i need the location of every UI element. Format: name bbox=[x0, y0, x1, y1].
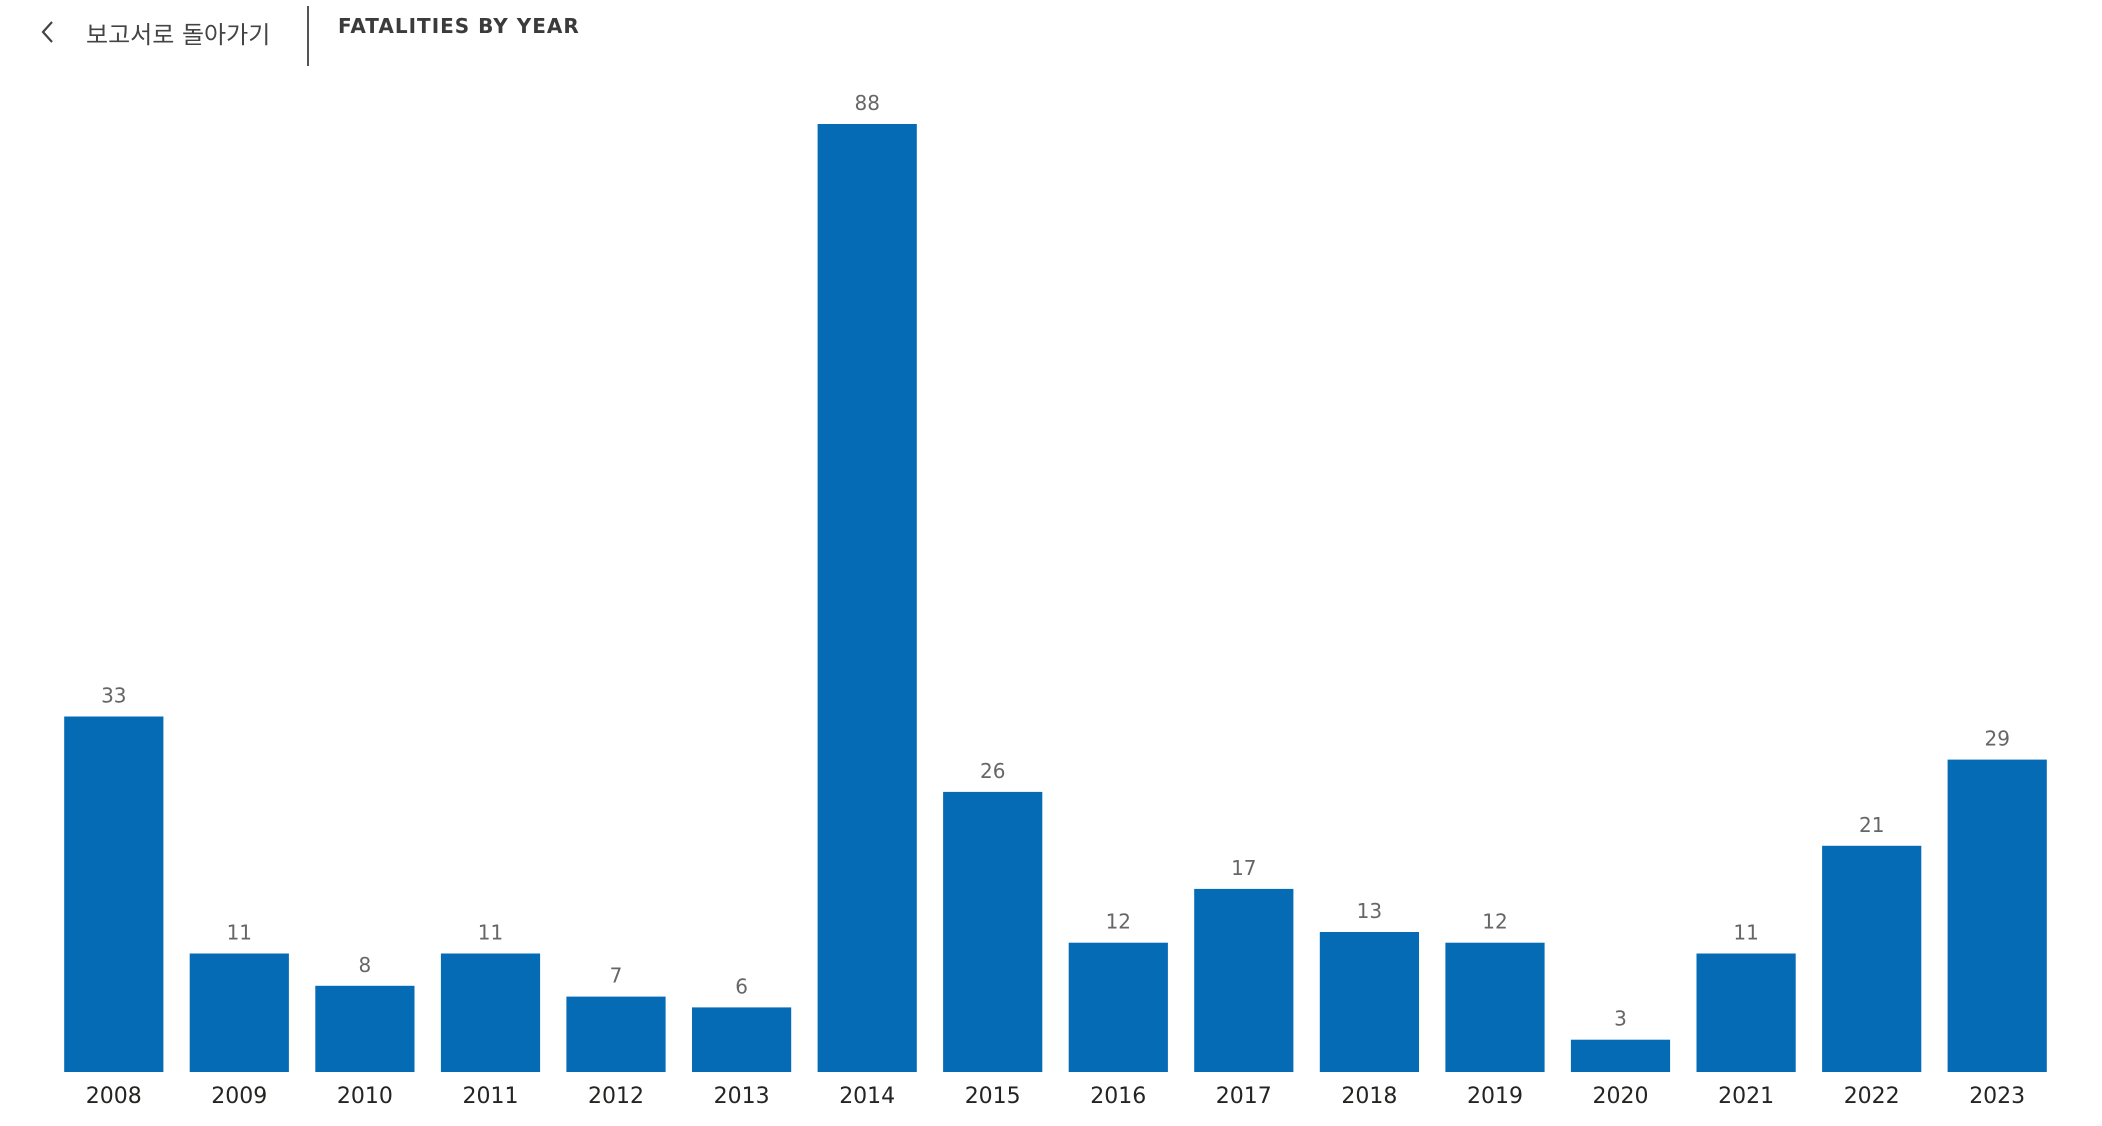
x-tick-label-2023: 2023 bbox=[1969, 1084, 2025, 1109]
bar-2009[interactable] bbox=[189, 953, 289, 1073]
bar-2019[interactable] bbox=[1445, 942, 1545, 1072]
data-label-2008: 33 bbox=[101, 684, 126, 708]
data-label-2023: 29 bbox=[1984, 727, 2009, 751]
x-tick-label-2019: 2019 bbox=[1467, 1084, 1523, 1109]
data-label-2016: 12 bbox=[1106, 910, 1131, 934]
x-tick-label-2015: 2015 bbox=[965, 1084, 1021, 1109]
data-label-2013: 6 bbox=[735, 974, 748, 998]
x-tick-label-2016: 2016 bbox=[1090, 1084, 1146, 1109]
bar-2020[interactable] bbox=[1570, 1039, 1671, 1072]
x-tick-label-2008: 2008 bbox=[86, 1084, 142, 1109]
bar-2017[interactable] bbox=[1194, 888, 1294, 1072]
chart-title: FATALITIES BY YEAR bbox=[338, 14, 580, 38]
x-tick-label-2011: 2011 bbox=[463, 1084, 519, 1109]
x-tick-label-2014: 2014 bbox=[839, 1084, 895, 1109]
data-label-2015: 26 bbox=[980, 759, 1005, 783]
x-tick-label-2018: 2018 bbox=[1341, 1084, 1397, 1109]
x-tick-label-2010: 2010 bbox=[337, 1084, 393, 1109]
data-label-2022: 21 bbox=[1859, 813, 1884, 837]
data-label-2020: 3 bbox=[1614, 1007, 1627, 1031]
bar-2016[interactable] bbox=[1068, 942, 1168, 1072]
bar-2018[interactable] bbox=[1319, 932, 1419, 1072]
bar-2013[interactable] bbox=[692, 1007, 792, 1072]
bar-2010[interactable] bbox=[315, 985, 415, 1072]
x-tick-label-2022: 2022 bbox=[1844, 1084, 1900, 1109]
data-label-2021: 11 bbox=[1733, 921, 1758, 945]
x-tick-label-2017: 2017 bbox=[1216, 1084, 1272, 1109]
x-tick-label-2021: 2021 bbox=[1718, 1084, 1774, 1109]
bar-2014[interactable] bbox=[817, 124, 917, 1072]
bar-2021[interactable] bbox=[1696, 953, 1796, 1073]
x-tick-label-2020: 2020 bbox=[1593, 1084, 1649, 1109]
top-bar: 보고서로 돌아가기 FATALITIES BY YEAR bbox=[0, 0, 2102, 68]
bar-2008[interactable] bbox=[64, 716, 164, 1073]
x-tick-label-2009: 2009 bbox=[211, 1084, 267, 1109]
bar-2022[interactable] bbox=[1822, 845, 1922, 1072]
bar-2015[interactable] bbox=[943, 791, 1043, 1072]
back-button-label: 보고서로 돌아가기 bbox=[86, 20, 271, 49]
data-label-2011: 11 bbox=[478, 921, 503, 945]
x-tick-label-2013: 2013 bbox=[714, 1084, 770, 1109]
x-tick-label-2012: 2012 bbox=[588, 1084, 644, 1109]
bar-2023[interactable] bbox=[1947, 759, 2047, 1072]
data-label-2010: 8 bbox=[359, 953, 372, 977]
data-label-2019: 12 bbox=[1482, 910, 1507, 934]
back-to-report-button[interactable]: 보고서로 돌아가기 bbox=[38, 10, 270, 54]
chevron-left-icon bbox=[38, 20, 58, 44]
data-label-2012: 7 bbox=[610, 964, 623, 988]
data-label-2018: 13 bbox=[1357, 899, 1382, 923]
bar-2012[interactable] bbox=[566, 996, 666, 1072]
bar-2011[interactable] bbox=[440, 953, 541, 1073]
data-label-2014: 88 bbox=[854, 91, 879, 115]
header-divider bbox=[307, 6, 309, 66]
data-label-2009: 11 bbox=[227, 921, 252, 945]
data-label-2017: 17 bbox=[1231, 856, 1256, 880]
